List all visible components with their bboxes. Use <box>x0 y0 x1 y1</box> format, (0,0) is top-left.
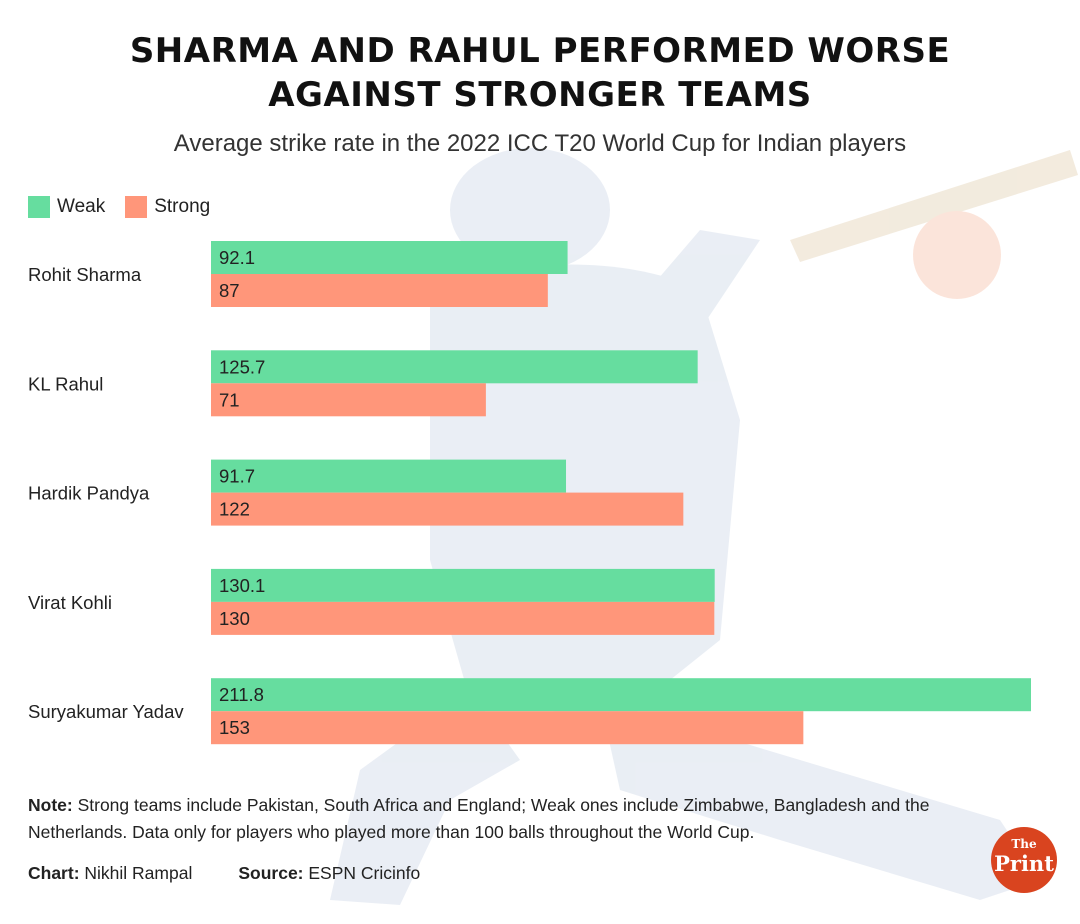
data-label-weak: 130.1 <box>219 575 265 596</box>
data-label-strong: 130 <box>219 608 250 629</box>
legend-swatch-strong <box>125 196 148 218</box>
data-label-strong: 122 <box>219 499 250 520</box>
footnote: Note: Strong teams include Pakistan, Sou… <box>28 792 1018 846</box>
data-label-strong: 153 <box>219 717 250 738</box>
chart-subtitle: Average strike rate in the 2022 ICC T20 … <box>173 130 907 157</box>
data-label-weak: 91.7 <box>219 466 255 487</box>
chart-credit-label: Chart: <box>28 863 80 883</box>
credits: Chart: Nikhil Rampal Source: ESPN Cricin… <box>28 863 466 884</box>
data-label-strong: 87 <box>219 280 240 301</box>
source-credit-label: Source: <box>238 863 304 883</box>
legend-label-strong: Strong <box>154 196 211 217</box>
data-label-weak: 211.8 <box>219 684 264 705</box>
bar-weak <box>211 678 1031 712</box>
bar-strong <box>211 274 548 307</box>
note-text: Strong teams include Pakistan, South Afr… <box>28 795 930 842</box>
bar-strong <box>211 601 715 635</box>
legend-item-weak: Weak <box>28 196 105 218</box>
bar-weak <box>211 350 698 384</box>
source-credit-value: ESPN Cricinfo <box>303 863 421 883</box>
category-label: Hardik Pandya <box>28 483 150 504</box>
legend-label-weak: Weak <box>57 196 106 217</box>
category-label: Rohit Sharma <box>28 264 142 285</box>
bar-strong <box>211 711 804 745</box>
data-label-weak: 92.1 <box>219 247 255 268</box>
category-label: Virat Kohli <box>28 592 112 613</box>
category-label: Suryakumar Yadav <box>28 701 184 722</box>
bar-weak <box>211 459 567 493</box>
chart-credit-value: Nikhil Rampal <box>79 863 193 883</box>
legend-swatch-weak <box>28 196 50 218</box>
legend: Weak Strong <box>28 196 230 218</box>
chart-credit: Chart: Nikhil Rampal <box>28 863 192 884</box>
bar-weak <box>211 568 715 602</box>
logo-print: Print <box>994 851 1054 876</box>
data-label-weak: 125.7 <box>219 356 265 377</box>
data-label-strong: 71 <box>219 389 240 410</box>
bar-weak <box>211 241 568 274</box>
bar-strong <box>211 383 486 417</box>
chart-title-line-2: AGAINST STRONGER TEAMS <box>268 75 812 115</box>
bar-strong <box>211 492 684 526</box>
source-credit: Source: ESPN Cricinfo <box>238 863 420 884</box>
chart-title-line-1: SHARMA AND RAHUL PERFORMED WORSE <box>129 31 951 71</box>
theprint-logo: The Print <box>991 827 1057 893</box>
logo-the: The <box>1011 837 1037 851</box>
category-label: KL Rahul <box>28 373 103 394</box>
legend-item-strong: Strong <box>125 196 210 218</box>
note-label: Note: <box>28 795 73 815</box>
